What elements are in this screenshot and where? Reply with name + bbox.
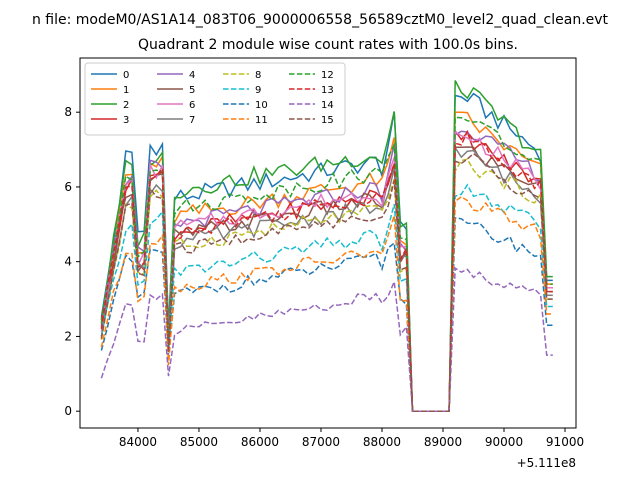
x-tick-label: 84000 [119, 435, 157, 449]
y-tick-label: 8 [64, 105, 72, 119]
x-tick-label: 87000 [302, 435, 340, 449]
plot-frame [79, 57, 577, 429]
x-tick-label: 91000 [546, 435, 584, 449]
legend-label-13: 13 [321, 85, 334, 96]
legend-label-8: 8 [255, 70, 261, 81]
chart-title: Quadrant 2 module wise count rates with … [138, 37, 518, 53]
y-tick-label: 2 [64, 329, 72, 343]
y-tick-label: 6 [64, 180, 72, 194]
legend-label-15: 15 [321, 115, 334, 126]
series-line-2 [100, 80, 553, 412]
legend-label-5: 5 [189, 85, 195, 96]
legend-box [84, 62, 346, 136]
legend-label-1: 1 [123, 85, 129, 96]
legend-label-10: 10 [255, 100, 268, 111]
legend-label-0: 0 [123, 70, 129, 81]
y-tick-label: 0 [64, 404, 72, 418]
series-line-14 [100, 266, 553, 412]
legend-label-2: 2 [123, 100, 129, 111]
axes-layer: 84000 85000 86000 87000 88000 89000 90000 91000… [64, 105, 584, 449]
series-line-13 [100, 129, 553, 412]
series-line-9 [100, 183, 553, 412]
series-line-7 [100, 145, 553, 412]
legend-label-11: 11 [255, 115, 268, 126]
series-line-15 [100, 152, 553, 412]
series-line-10 [100, 217, 553, 412]
x-tick-label: 88000 [363, 435, 401, 449]
x-tick-label: 85000 [180, 435, 218, 449]
x-tick-label: 89000 [424, 435, 462, 449]
x-offset-label: +5.111e8 [517, 456, 576, 470]
legend-label-3: 3 [123, 115, 129, 126]
y-tick-label: 4 [64, 255, 72, 269]
series-line-8 [100, 158, 553, 412]
x-tick-label: 90000 [485, 435, 523, 449]
legend-label-6: 6 [189, 100, 195, 111]
series-line-12 [100, 116, 553, 412]
figure-suptitle: n file: modeM0/AS1A14_083T06_9000006558_… [32, 12, 609, 28]
legend-label-7: 7 [189, 115, 195, 126]
x-tick-label: 86000 [241, 435, 279, 449]
legend-label-14: 14 [321, 100, 334, 111]
series-line-6 [100, 130, 553, 412]
series-line-11 [100, 196, 553, 412]
legend-label-9: 9 [255, 85, 261, 96]
legend-label-4: 4 [189, 70, 195, 81]
series-layer [100, 80, 553, 412]
legend-label-12: 12 [321, 70, 334, 81]
